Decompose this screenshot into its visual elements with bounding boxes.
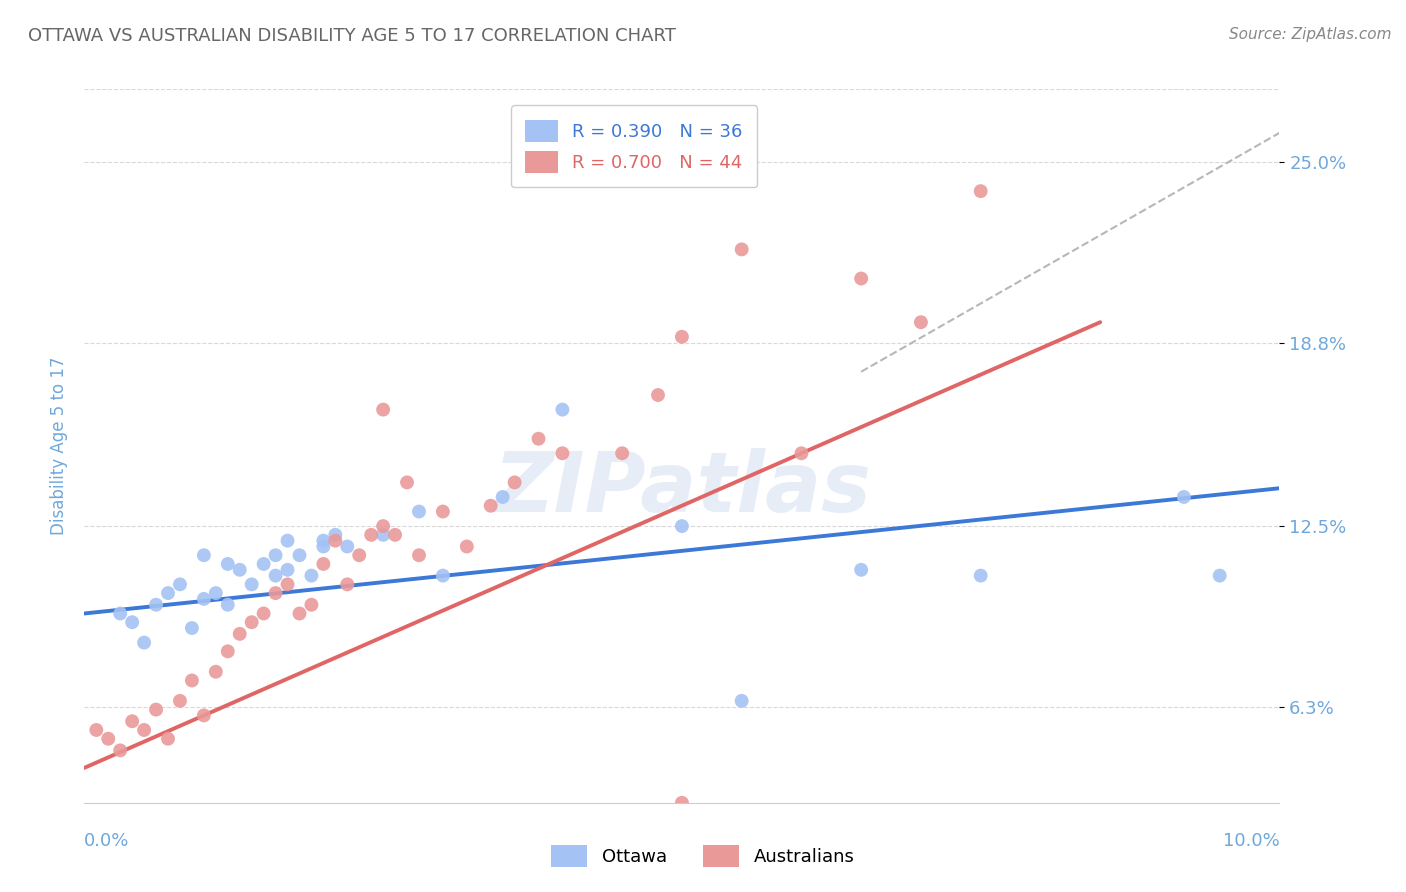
Point (121, 615, 143, 630)
Point (157, 731, 180, 746)
Point (408, 504, 430, 518)
Point (132, 723, 156, 737)
Point (193, 591, 215, 606)
Point (264, 568, 287, 582)
Text: 10.0%: 10.0% (1223, 832, 1279, 850)
Point (312, 533, 335, 548)
Point (145, 703, 167, 717)
Point (731, 243, 754, 257)
Point (731, 694, 754, 708)
Point (312, 540, 335, 554)
Point (110, 607, 132, 621)
Point (288, 607, 311, 621)
Point (86, 723, 108, 737)
Legend: R = 0.390   N = 36, R = 0.700   N = 44: R = 0.390 N = 36, R = 0.700 N = 44 (510, 105, 758, 187)
Point (671, 330, 693, 344)
Point (312, 557, 335, 571)
Point (277, 577, 299, 591)
Point (288, 548, 311, 562)
Point (264, 548, 287, 562)
Text: Source: ZipAtlas.com: Source: ZipAtlas.com (1229, 27, 1392, 42)
Text: ZIPatlas: ZIPatlas (494, 449, 870, 529)
Legend: Ottawa, Australians: Ottawa, Australians (544, 838, 862, 874)
Point (851, 563, 873, 577)
Point (277, 563, 299, 577)
Point (205, 665, 228, 679)
Point (551, 446, 574, 460)
Point (169, 577, 191, 591)
Point (181, 621, 204, 635)
Point (336, 540, 359, 554)
Point (910, 315, 932, 329)
Text: OTTAWA VS AUSTRALIAN DISABILITY AGE 5 TO 17 CORRELATION CHART: OTTAWA VS AUSTRALIAN DISABILITY AGE 5 TO… (28, 27, 676, 45)
Point (479, 499, 502, 513)
Point (647, 388, 669, 402)
Point (373, 528, 395, 542)
Point (336, 577, 359, 591)
Point (373, 519, 395, 533)
Point (384, 528, 406, 542)
Text: 0.0%: 0.0% (84, 832, 129, 850)
Point (492, 490, 515, 504)
Point (612, 446, 634, 460)
Point (97, 731, 120, 746)
Point (193, 548, 215, 562)
Point (264, 586, 287, 600)
Point (240, 615, 263, 630)
Point (325, 533, 347, 548)
Point (671, 519, 693, 533)
Y-axis label: Disability Age 5 to 17: Disability Age 5 to 17 (49, 357, 67, 535)
Point (970, 568, 993, 582)
Point (132, 635, 156, 649)
Point (503, 475, 526, 490)
Point (169, 694, 191, 708)
Point (671, 796, 693, 810)
Point (432, 568, 454, 582)
Point (277, 533, 299, 548)
Point (373, 402, 395, 417)
Point (1209, 568, 1232, 582)
Point (240, 577, 263, 591)
Point (349, 548, 371, 562)
Point (527, 432, 550, 446)
Point (432, 504, 454, 518)
Point (217, 557, 239, 571)
Point (110, 743, 132, 757)
Point (229, 627, 252, 641)
Point (253, 607, 276, 621)
Point (551, 402, 574, 417)
Point (408, 548, 430, 562)
Point (851, 271, 873, 285)
Point (396, 475, 419, 490)
Point (790, 446, 813, 460)
Point (181, 673, 204, 688)
Point (360, 528, 382, 542)
Point (456, 540, 478, 554)
Point (205, 586, 228, 600)
Point (217, 644, 239, 658)
Point (1173, 490, 1195, 504)
Point (301, 568, 323, 582)
Point (121, 714, 143, 729)
Point (193, 708, 215, 723)
Point (157, 586, 180, 600)
Point (301, 598, 323, 612)
Point (253, 557, 276, 571)
Point (970, 184, 993, 198)
Point (217, 598, 239, 612)
Point (229, 563, 252, 577)
Point (145, 598, 167, 612)
Point (325, 528, 347, 542)
